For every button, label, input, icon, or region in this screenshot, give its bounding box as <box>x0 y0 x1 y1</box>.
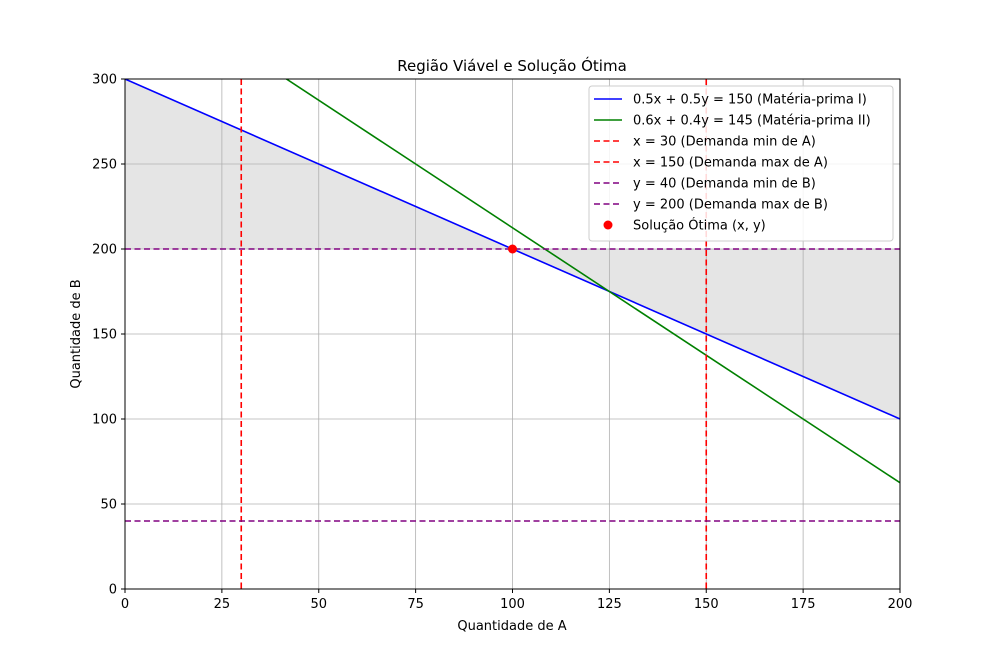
y-axis-label: Quantidade de B <box>69 279 84 388</box>
legend-entry-label: y = 200 (Demanda max de B) <box>633 198 828 213</box>
legend-entry-label: 0.6x + 0.4y = 145 (Matéria-prima II) <box>633 114 871 129</box>
optimal-point-marker <box>508 244 517 254</box>
legend-entry-label: x = 150 (Demanda max de A) <box>633 156 828 171</box>
y-tick-label: 250 <box>92 158 117 173</box>
x-tick-label: 175 <box>791 597 816 612</box>
y-tick-label: 0 <box>109 583 117 598</box>
y-tick-label: 100 <box>92 413 117 428</box>
x-tick-label: 150 <box>694 597 719 612</box>
legend-entry-label: 0.5x + 0.5y = 150 (Matéria-prima I) <box>633 93 867 108</box>
x-tick-label: 25 <box>214 597 231 612</box>
x-tick-label: 0 <box>121 597 129 612</box>
y-tick-label: 50 <box>100 498 117 513</box>
x-tick-label: 50 <box>310 597 327 612</box>
legend-entry-label: y = 40 (Demanda min de B) <box>633 177 816 192</box>
legend: 0.5x + 0.5y = 150 (Matéria-prima I) 0.6x … <box>588 85 894 242</box>
x-tick-label: 125 <box>597 597 622 612</box>
legend-entry-label: Solução Ótima (x, y) <box>633 218 766 234</box>
plot-area: 0 25 50 75 100 125 150 175 200 0 50 100 150 200 250 300 <box>92 73 913 613</box>
y-tick-label: 150 <box>92 328 117 343</box>
chart-title: Região Viável e Solução Ótima <box>397 56 627 75</box>
legend-marker <box>603 220 613 230</box>
x-tick-label: 200 <box>888 597 913 612</box>
x-tick-label: 75 <box>407 597 424 612</box>
x-tick-label: 100 <box>500 597 525 612</box>
legend-box <box>588 85 894 242</box>
y-tick-label: 200 <box>92 243 117 258</box>
x-axis-label: Quantidade de A <box>457 619 566 634</box>
legend-entry-label: x = 30 (Demanda min de A) <box>633 135 816 150</box>
series-line-1 <box>285 79 900 484</box>
y-tick-label: 300 <box>92 73 117 88</box>
